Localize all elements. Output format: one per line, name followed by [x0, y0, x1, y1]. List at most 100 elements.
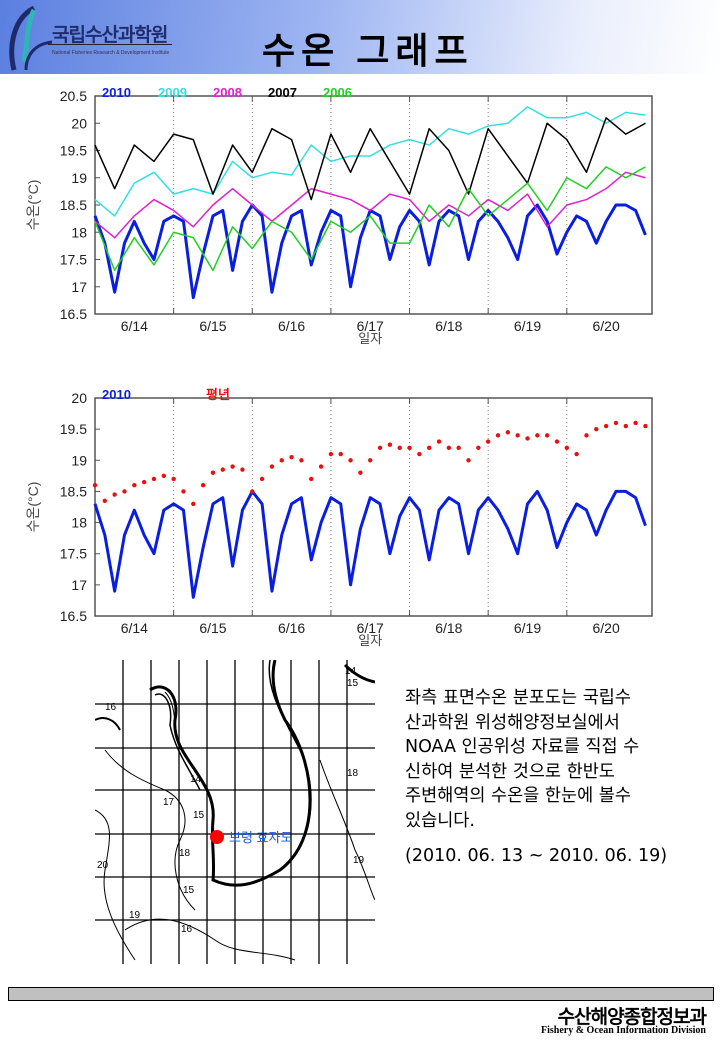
data-point-평년	[141, 479, 147, 485]
data-point-평년	[269, 464, 275, 469]
data-point-평년	[594, 426, 599, 432]
map-grid	[95, 660, 375, 964]
x-tick-label: 6/16	[278, 620, 305, 636]
x-tick-label: 6/19	[514, 620, 541, 636]
series-line-2010	[93, 489, 647, 599]
legend-entry: 2009	[158, 85, 187, 100]
station-label: 보령 효자도	[229, 830, 292, 845]
data-point-평년	[102, 498, 108, 503]
x-tick-label: 6/19	[514, 318, 541, 334]
data-point-평년	[358, 470, 363, 475]
description-line: 좌측 표면수온 분포도는 국립수	[405, 688, 631, 708]
data-point-평년	[397, 445, 402, 451]
legend-entry: 평년	[206, 387, 230, 402]
svg-text:16: 16	[105, 702, 117, 713]
data-point-평년	[436, 439, 442, 444]
data-point-평년	[446, 445, 452, 451]
x-tick-label: 6/14	[121, 318, 148, 334]
data-point-평년	[623, 423, 628, 429]
y-tick-label: 17.5	[60, 252, 87, 268]
data-point-평년	[554, 439, 560, 444]
y-tick-label: 17	[71, 279, 87, 295]
description-line: NOAA 인공위성 자료를 직접 수	[405, 737, 640, 757]
data-point-평년	[161, 473, 167, 479]
data-point-평년	[564, 445, 570, 451]
data-point-평년	[544, 433, 550, 438]
y-axis-label: 수온(°C)	[25, 180, 41, 231]
data-point-평년	[200, 483, 206, 488]
svg-text:18: 18	[179, 848, 191, 859]
data-point-평년	[456, 445, 461, 451]
data-point-평년	[417, 451, 422, 457]
y-tick-label: 18	[71, 224, 87, 240]
y-tick-label: 17.5	[60, 546, 87, 562]
x-axis-label: 일자	[358, 633, 382, 648]
x-axis-label: 일자	[358, 331, 382, 346]
description-line: 있습니다.	[405, 810, 475, 831]
footer-bar	[8, 987, 714, 1001]
data-point-평년	[633, 420, 638, 426]
x-tick-label: 6/20	[593, 620, 620, 636]
y-tick-label: 16.5	[60, 306, 87, 322]
x-tick-label: 6/18	[435, 620, 462, 636]
data-point-평년	[407, 445, 412, 451]
y-tick-label: 19	[71, 452, 87, 468]
data-point-평년	[171, 476, 176, 482]
svg-text:16: 16	[181, 924, 193, 935]
data-point-평년	[220, 467, 225, 472]
data-point-평년	[427, 445, 432, 451]
data-point-평년	[151, 476, 157, 482]
y-tick-label: 19.5	[60, 421, 87, 437]
description-line: 산과학원 위성해양정보실에서	[405, 712, 620, 733]
y-tick-label: 19	[71, 170, 87, 186]
chart-2010-vs-normal: 16.5 17 17.5 18 18.5 19 19.5 20 6/14 6/15 6/16 6/17…	[25, 387, 653, 648]
data-point-평년	[191, 501, 196, 507]
y-tick-label: 18.5	[60, 197, 87, 213]
logo-text-kr: 국립수산과학원	[52, 25, 168, 46]
data-point-평년	[112, 492, 117, 497]
data-point-평년	[485, 439, 491, 444]
svg-text:18: 18	[347, 768, 359, 779]
x-tick-label: 6/15	[199, 620, 226, 636]
y-tick-label: 18.5	[60, 483, 87, 499]
svg-text:15: 15	[347, 678, 359, 689]
footer-division-en: Fishery & Ocean Information Division	[541, 1025, 706, 1036]
logo-divider	[48, 44, 172, 45]
data-point-평년	[476, 445, 481, 451]
data-point-평년	[387, 442, 393, 447]
legend-entry: 2010	[102, 387, 131, 402]
data-point-평년	[132, 483, 137, 488]
description-line: 신하여 분석한 것으로 한반도	[405, 761, 615, 782]
data-point-평년	[584, 433, 589, 438]
data-point-평년	[505, 430, 511, 435]
data-point-평년	[181, 489, 186, 494]
x-tick-label: 6/17	[357, 620, 384, 636]
data-point-평년	[515, 433, 520, 438]
x-tick-label: 6/18	[435, 318, 462, 334]
legend-entry: 2008	[213, 85, 242, 100]
legend-entry: 2010	[102, 85, 131, 100]
data-point-평년	[92, 483, 98, 488]
x-tick-label: 6/15	[199, 318, 226, 334]
data-point-평년	[210, 470, 216, 475]
svg-text:20: 20	[97, 860, 109, 871]
map-coastlines	[95, 660, 375, 961]
x-tick-label: 6/14	[121, 620, 148, 636]
data-point-평년	[259, 476, 265, 482]
y-tick-label: 20	[71, 390, 87, 406]
chart-yearly-temperature: 16.5 17 17.5 18 18.5 19 19.5 20 20.5 6/14 6/15 6/16…	[25, 85, 653, 346]
data-point-평년	[279, 458, 284, 463]
svg-text:19: 19	[353, 855, 365, 866]
data-point-평년	[643, 423, 648, 429]
data-point-평년	[495, 433, 501, 438]
data-point-평년	[466, 458, 471, 463]
data-point-평년	[535, 433, 540, 438]
page-title: 수온 그래프	[262, 30, 474, 71]
series-line-2006	[94, 166, 646, 272]
y-tick-label: 17	[71, 577, 87, 593]
station-marker[interactable]	[210, 830, 224, 844]
data-point-평년	[368, 458, 373, 463]
data-point-평년	[348, 458, 353, 463]
description-text: 좌측 표면수온 분포도는 국립수 산과학원 위성해양정보실에서 NOAA 인공위…	[405, 686, 705, 833]
institute-logo-icon	[9, 6, 53, 71]
